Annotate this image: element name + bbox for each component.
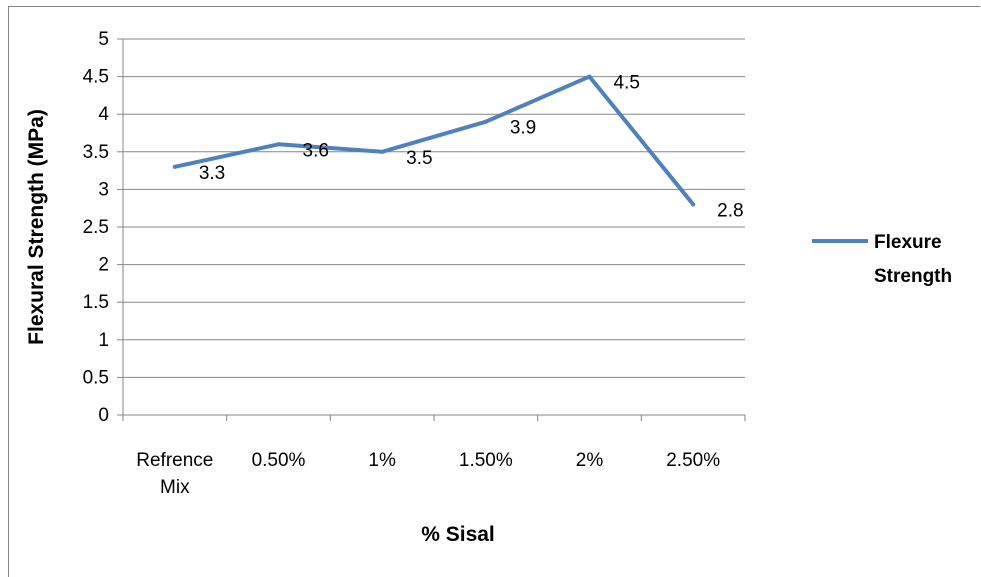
data-label: 2.8 [717, 200, 743, 221]
x-tick-label: 0.50% [252, 450, 306, 471]
data-point [691, 202, 696, 207]
y-tick-label: 4 [98, 104, 109, 125]
y-tick-label: 3 [98, 179, 109, 200]
legend-label-line-2: Strength [874, 266, 952, 287]
legend: Flexure Strength [812, 232, 952, 287]
y-axis-title: Flexural Strength (MPa) [25, 109, 48, 345]
gridlines [123, 38, 745, 378]
data-label: 3.3 [199, 163, 225, 184]
data-label: 3.6 [303, 140, 329, 161]
data-label: 3.9 [510, 118, 536, 139]
legend-label-line-1: Flexure [874, 232, 942, 253]
data-point [483, 119, 488, 124]
x-tick-label: 2% [576, 450, 604, 471]
y-tick-label: 0.5 [83, 367, 109, 388]
data-point [172, 164, 177, 169]
data-label: 3.5 [406, 148, 432, 169]
axes [117, 38, 746, 421]
x-tick-label: 1.50% [459, 450, 513, 471]
y-tick-label: 2 [98, 255, 109, 276]
x-tick-label: Refrence Mix [136, 450, 213, 498]
x-tick-label: 1% [368, 450, 396, 471]
y-tick-labels: 0 0.5 1 1.5 2 2.5 3 3.5 4 4.5 5 [83, 29, 110, 426]
data-point [587, 74, 592, 79]
x-axis-title: % Sisal [421, 523, 495, 546]
chart-frame [8, 6, 980, 577]
series-lines [172, 74, 696, 207]
series-line [172, 74, 696, 207]
y-tick-label: 0 [98, 405, 109, 426]
x-tick-labels: Refrence Mix 0.50% 1% 1.50% 2% 2.50% [136, 450, 720, 498]
data-point [380, 149, 385, 154]
y-tick-label: 1 [98, 330, 109, 351]
y-tick-label: 4.5 [83, 67, 109, 88]
data-point [276, 142, 281, 147]
data-label: 4.5 [614, 73, 640, 94]
y-tick-label: 2.5 [83, 217, 109, 238]
y-tick-label: 5 [98, 29, 109, 50]
y-tick-label: 3.5 [83, 142, 109, 163]
x-tick-label: 2.50% [666, 450, 720, 471]
y-tick-label: 1.5 [83, 292, 109, 313]
data-labels: 3.3 3.6 3.5 3.9 4.5 2.8 [199, 73, 744, 222]
